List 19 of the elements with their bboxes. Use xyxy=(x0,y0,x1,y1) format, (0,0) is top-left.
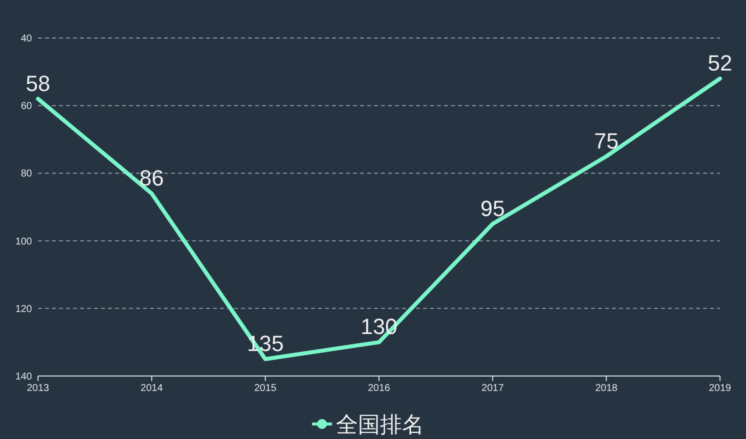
data-label: 86 xyxy=(139,165,164,190)
x-tick-label: 2019 xyxy=(708,383,732,394)
data-label: 58 xyxy=(26,70,50,96)
y-tick-label: 80 xyxy=(20,168,32,180)
y-tick-label: 60 xyxy=(20,101,32,112)
legend-label: 全国排名 xyxy=(336,412,424,437)
x-tick-label: 2017 xyxy=(482,383,504,394)
x-tick-label: 2018 xyxy=(595,383,618,394)
data-label: 95 xyxy=(480,196,505,221)
y-tick-label: 40 xyxy=(20,34,32,44)
data-label: 75 xyxy=(594,128,619,154)
x-tick-label: 2016 xyxy=(368,383,391,394)
x-tick-label: 2015 xyxy=(254,383,277,394)
data-label: 52 xyxy=(708,50,732,76)
x-tick-label: 2013 xyxy=(26,383,50,394)
x-tick-label: 2014 xyxy=(140,383,164,394)
y-tick-label: 120 xyxy=(15,304,32,315)
y-tick-label: 100 xyxy=(15,236,32,248)
y-tick-label: 140 xyxy=(15,372,32,382)
